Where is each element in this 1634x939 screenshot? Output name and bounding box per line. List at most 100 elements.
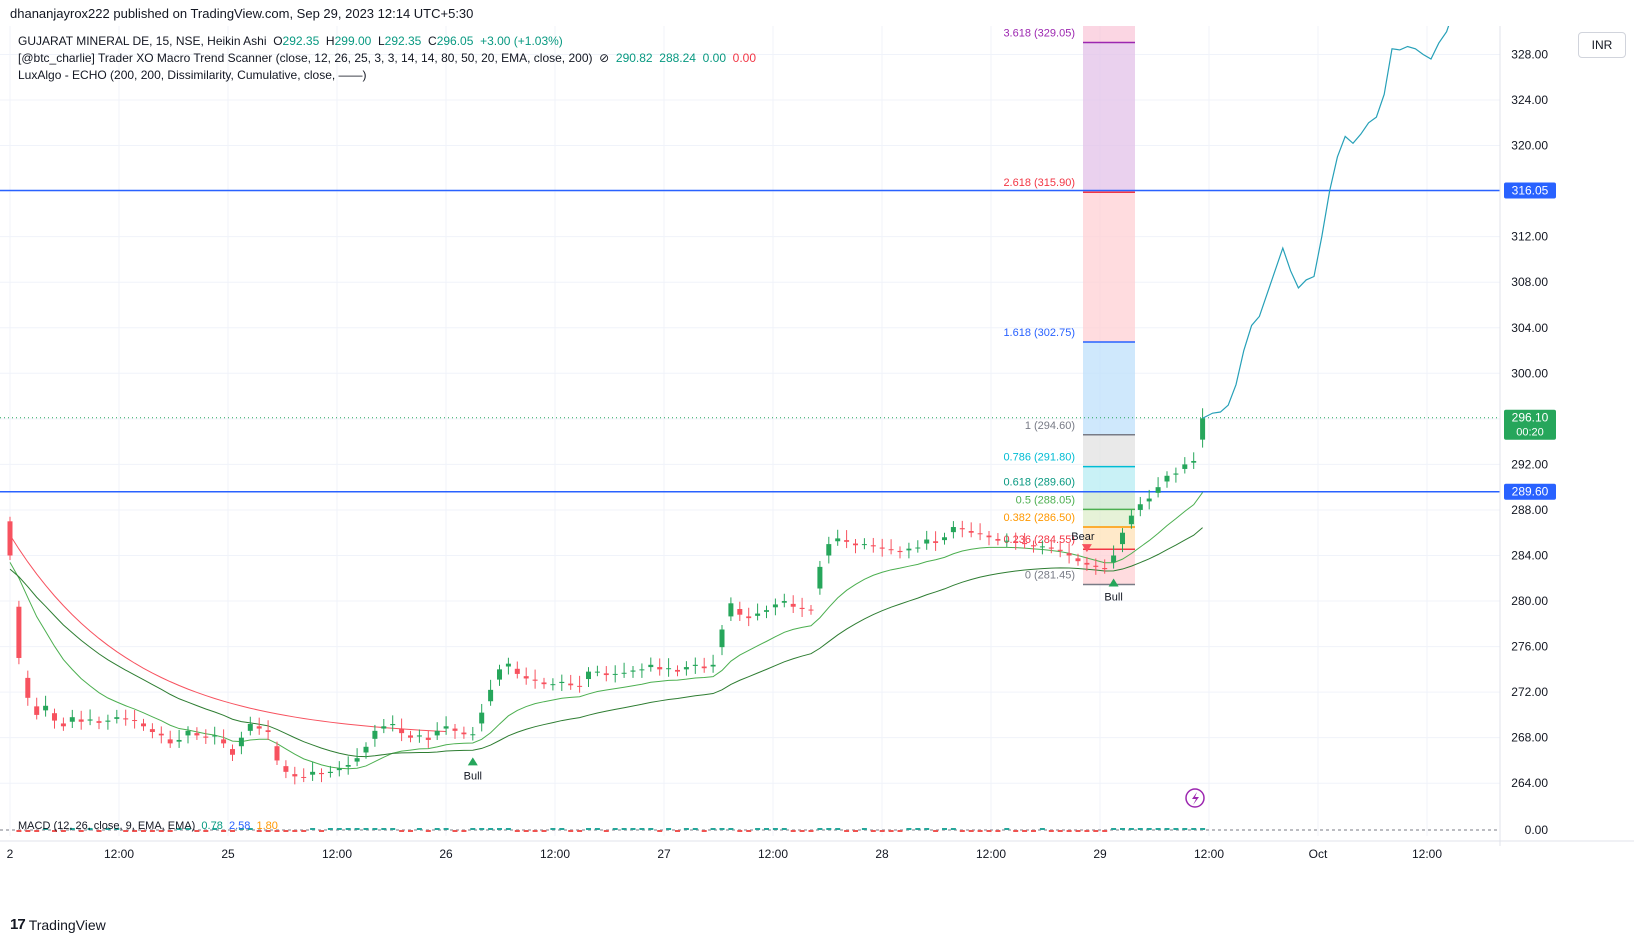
candle-body	[612, 673, 618, 675]
legend-indicator-echo[interactable]: LuxAlgo - ECHO (200, 200, Dissimilarity,…	[18, 68, 367, 82]
macd-histogram-bar	[238, 828, 244, 830]
candle-body	[683, 667, 689, 670]
legend-open: 292.35	[282, 34, 320, 48]
fib-level-label: 1.618 (302.75)	[1003, 327, 1075, 339]
legend-indicator-trader-xo[interactable]: [@btc_charlie] Trader XO Macro Trend Sca…	[18, 51, 756, 65]
published-caption: dhananjayrox222 published on TradingView…	[10, 6, 474, 21]
candle-body	[737, 609, 743, 615]
candle	[1155, 477, 1161, 498]
candle-body	[176, 739, 182, 742]
macd-histogram-bar	[230, 830, 235, 832]
candle	[265, 720, 271, 740]
macd-histogram-bar	[283, 830, 289, 832]
candle	[16, 600, 22, 665]
candle	[34, 697, 40, 720]
candle	[861, 538, 867, 550]
macd-histogram-bar	[1075, 830, 1081, 832]
price-chart[interactable]: 3.618 (329.05) 2.618 (315.90) 1.618 (302.7…	[0, 26, 1634, 906]
candle	[114, 709, 120, 724]
macd-histogram-bar	[550, 828, 556, 830]
candle	[683, 661, 689, 676]
macd-histogram-bar	[390, 828, 396, 830]
candle	[1191, 452, 1197, 469]
macd-histogram-bar	[942, 828, 947, 830]
macd-histogram-bar	[1128, 828, 1134, 830]
macd-histogram-bar	[60, 830, 66, 832]
fib-zone	[1083, 466, 1135, 492]
macd-histogram-bar	[185, 828, 191, 830]
x-tick-label: 12:00	[540, 847, 570, 861]
x-tick-label: 27	[657, 847, 671, 861]
currency-button[interactable]: INR	[1578, 32, 1626, 58]
candle-body	[60, 723, 66, 727]
candle-body	[123, 718, 129, 720]
macd-histogram-bar	[701, 830, 707, 832]
macd-histogram-bar	[16, 830, 22, 832]
candle-body	[550, 684, 556, 686]
macd-histogram-bar	[310, 828, 316, 830]
candle-body	[817, 566, 823, 589]
candle-body	[924, 539, 930, 544]
legend-close: 296.05	[436, 34, 474, 48]
candle	[7, 516, 13, 561]
candle-body	[505, 663, 511, 667]
candle-body	[256, 726, 262, 729]
macd-pane: 0.00	[0, 823, 1548, 837]
macd-histogram-bar	[621, 828, 627, 830]
macd-histogram-bar	[167, 830, 173, 832]
macd-histogram-bar	[1137, 828, 1143, 830]
legend-symbol-row[interactable]: GUJARAT MINERAL DE, 15, NSE, Heikin Ashi…	[18, 34, 563, 48]
candle-body	[292, 774, 298, 777]
candle	[310, 761, 316, 781]
candle-body	[959, 528, 965, 530]
candle	[826, 536, 832, 564]
candle	[381, 719, 387, 734]
candle-body	[443, 726, 449, 729]
x-tick-label: 26	[439, 847, 453, 861]
macd-histogram-bar	[203, 830, 209, 832]
candle-body	[52, 713, 57, 721]
candle-body	[310, 771, 316, 775]
price-badge-text: 289.60	[1512, 485, 1549, 499]
eye-icon[interactable]: ⊘	[599, 51, 610, 65]
candle-body	[1164, 475, 1170, 482]
candle	[906, 542, 912, 559]
candle-body	[639, 669, 645, 671]
macd-histogram-bar	[363, 828, 369, 830]
candle	[755, 603, 761, 621]
candle-body	[7, 521, 13, 556]
legend-high: 299.00	[334, 34, 372, 48]
candle	[425, 730, 431, 748]
macd-histogram-bar	[354, 828, 360, 830]
macd-histogram-bar	[274, 830, 280, 832]
candle	[532, 669, 538, 689]
candle-body	[203, 736, 209, 738]
legend-open-label: O	[273, 34, 283, 48]
candle	[1164, 471, 1170, 488]
legend-macd[interactable]: MACD (12, 26, close, 9, EMA, EMA) 0.78 2…	[18, 820, 278, 832]
candle	[1031, 540, 1036, 553]
candle-body	[194, 733, 200, 736]
candle	[1048, 540, 1054, 554]
candle	[933, 531, 939, 551]
macd-histogram-bar	[158, 830, 164, 832]
macd-histogram-bar	[1022, 830, 1028, 832]
bear-triangle-icon	[1081, 544, 1092, 553]
fib-level-label: 0 (281.45)	[1025, 570, 1075, 582]
candle	[345, 756, 351, 775]
candle-body	[728, 603, 734, 617]
indicator-1-value-3: 0.00	[702, 51, 726, 65]
candle-body	[586, 671, 591, 680]
candle	[363, 742, 369, 759]
fib-zone	[1083, 192, 1135, 342]
macd-histogram-bar	[1084, 830, 1090, 832]
candle	[185, 726, 191, 744]
macd-histogram-bar	[416, 828, 422, 830]
candle	[327, 765, 333, 778]
candle-body	[701, 666, 707, 669]
candle	[283, 760, 289, 779]
candle	[274, 741, 280, 766]
macd-histogram-bar	[221, 830, 227, 832]
y-tick-label: 284.00	[1511, 548, 1548, 562]
x-tick-label: 12:00	[1194, 847, 1224, 861]
